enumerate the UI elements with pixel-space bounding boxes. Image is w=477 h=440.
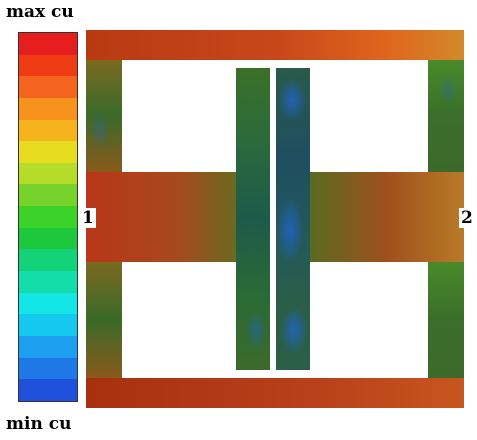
colorbar-max-label: max cu bbox=[6, 2, 74, 22]
colorbar-swatch bbox=[19, 119, 77, 142]
colorbar bbox=[18, 32, 78, 402]
colorbar-swatch bbox=[19, 335, 77, 358]
colorbar-swatch bbox=[19, 33, 77, 55]
colorbar-swatch bbox=[19, 314, 77, 336]
frame-bottom bbox=[86, 378, 464, 408]
port-2-label: 2 bbox=[459, 208, 475, 228]
colorbar-swatch bbox=[19, 206, 77, 228]
colorbar-swatch bbox=[19, 162, 77, 185]
frame-top bbox=[86, 30, 464, 60]
colorbar-swatch bbox=[19, 379, 77, 401]
colorbar-swatch bbox=[19, 357, 77, 380]
colorbar-swatch bbox=[19, 227, 77, 250]
port-1-label: 1 bbox=[80, 208, 96, 228]
arm-right bbox=[310, 172, 464, 262]
colorbar-swatch bbox=[19, 249, 77, 272]
colorbar-swatch bbox=[19, 54, 77, 77]
colorbar-swatch bbox=[19, 76, 77, 98]
colorbar-min-label: min cu bbox=[6, 414, 72, 434]
colorbar-swatch bbox=[19, 271, 77, 293]
frame-left-lower bbox=[86, 262, 122, 378]
colorbar-swatch bbox=[19, 141, 77, 163]
colorbar-swatch bbox=[19, 292, 77, 315]
arm-left bbox=[86, 172, 236, 262]
frame-right-lower bbox=[428, 262, 464, 378]
colorbar-swatch bbox=[19, 184, 77, 207]
colorbar-swatch bbox=[19, 97, 77, 120]
